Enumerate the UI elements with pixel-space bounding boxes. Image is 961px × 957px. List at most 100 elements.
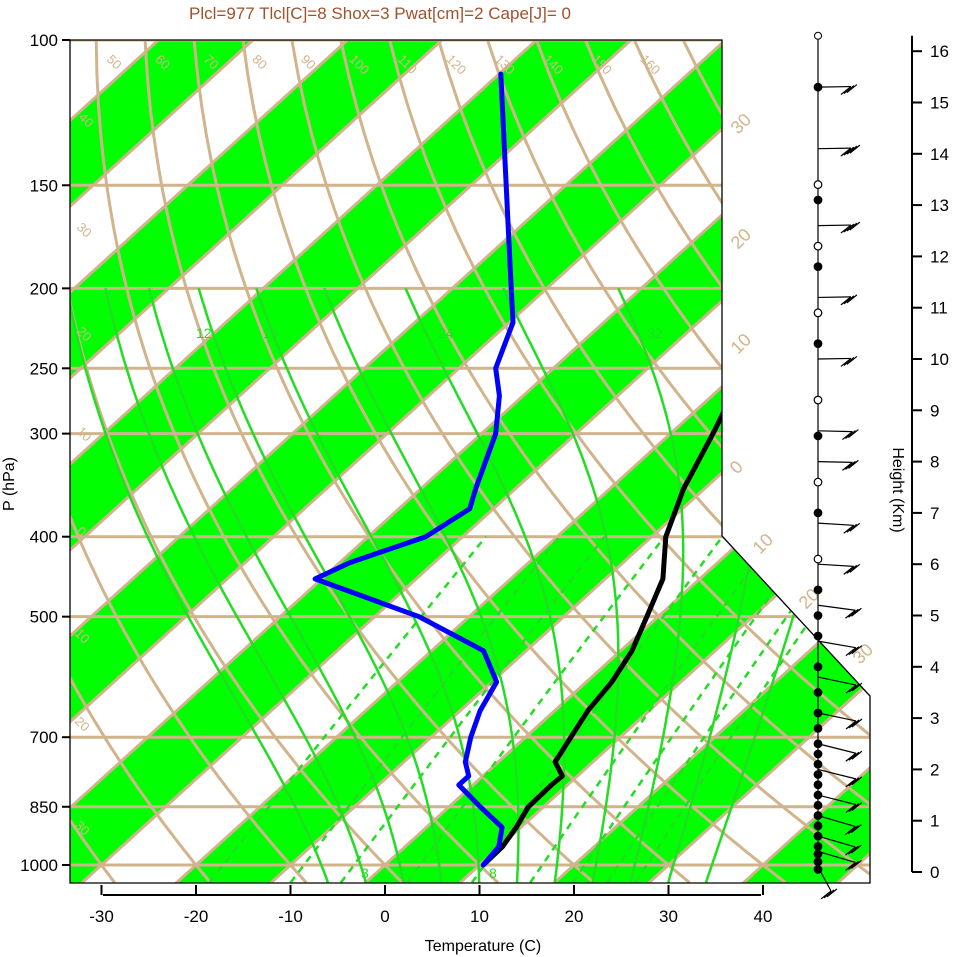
wind-barb-flag [846, 222, 858, 232]
wind-barb-flag [849, 563, 861, 573]
wind-barb-flag [848, 646, 860, 656]
height-tick-label: 6 [930, 555, 939, 574]
mixing-ratio-label: 32 [647, 325, 663, 341]
x-tick-label: 0 [380, 907, 389, 926]
wind-barb-flag [845, 609, 856, 619]
wind-marker [813, 631, 823, 641]
mixing-ratio-line [289, 535, 561, 883]
wind-barb-flag [845, 826, 856, 836]
wind-marker [813, 723, 823, 733]
wind-barb-flag [851, 645, 863, 655]
wind-barb-flag [843, 223, 855, 233]
wind-barb-flag [849, 144, 861, 154]
wind-barb-shaft [817, 794, 857, 806]
wind-barb-shaft [817, 712, 857, 722]
wind-barb-flag [842, 431, 853, 441]
wind-marker-open [813, 308, 823, 318]
wind-marker-open [813, 477, 823, 487]
wind-barb-flag [845, 778, 857, 788]
mixing-ratio-label: 3 [361, 865, 369, 881]
isotherm-line [0, 0, 14, 900]
wind-profile [813, 31, 863, 900]
mixing-ratio-line [470, 535, 724, 883]
wind-marker [813, 780, 823, 790]
wind-marker [813, 770, 823, 779]
wind-marker-open [813, 241, 823, 251]
wind-barb-shaft [817, 224, 851, 227]
wind-barb-flag [848, 751, 860, 761]
wind-barb-flag [845, 684, 857, 694]
wind-barb [817, 459, 859, 471]
wind-barb-shaft [817, 430, 853, 433]
height-tick-label: 11 [930, 299, 948, 318]
wind-marker [813, 662, 823, 672]
wind-barb [817, 221, 861, 234]
height-tick-label: 5 [930, 607, 939, 626]
wind-barb [817, 294, 858, 306]
isotherm-label: 80 [249, 52, 270, 73]
height-tick-label: 16 [930, 42, 949, 61]
x-tick-label: 30 [659, 907, 678, 926]
isotherm-band [70, 40, 675, 883]
wind-barb-shaft [817, 640, 856, 649]
wind-barb-flag [843, 85, 855, 95]
wind-barb-shaft [817, 461, 853, 463]
x-tick-label: 10 [470, 907, 489, 926]
wind-marker [813, 841, 823, 851]
wind-barb-flag [845, 720, 857, 730]
dry-adiabat-line [807, 40, 870, 883]
wind-barb [817, 355, 858, 367]
wind-barb-flag [840, 147, 852, 157]
wind-barb [817, 676, 863, 694]
wind-barb-flag [851, 859, 862, 869]
height-tick-label: 10 [930, 350, 949, 369]
wind-barb [817, 768, 863, 788]
isotherm-label: 10 [727, 330, 755, 358]
dry-adiabat-line [70, 40, 116, 883]
wind-barb [817, 563, 861, 575]
wind-barb-flag [843, 565, 855, 575]
wind-barb-flag [848, 459, 859, 469]
wind-marker-open [813, 554, 823, 564]
wind-barb-shaft [817, 296, 851, 299]
wind-marker-open [813, 180, 823, 189]
wind-barb [817, 850, 862, 871]
wind-barb-flag [846, 355, 858, 365]
height-tick-label: 15 [930, 94, 949, 113]
wind-marker-open [813, 395, 823, 405]
moist-adiabat-line [70, 288, 330, 883]
wind-marker [813, 585, 823, 595]
isotherm-label: 20 [727, 225, 755, 253]
y-tick-label: 200 [30, 279, 58, 298]
dry-adiabat-line [142, 40, 595, 883]
mixing-ratio-line [339, 535, 606, 883]
wind-barb-flag [845, 846, 856, 856]
pressure-axis: 100 150 200 250 300 400 500 700 850 1000 [20, 31, 70, 875]
wind-barb-shaft [817, 604, 856, 611]
y-tick-label: 300 [30, 425, 58, 444]
dry-adiabat-line [94, 40, 499, 883]
wind-barb-shaft [817, 85, 851, 88]
wind-barb-flag [845, 861, 856, 871]
wind-marker [813, 849, 823, 859]
wind-barb-shaft [817, 676, 857, 686]
wind-barb [817, 835, 862, 856]
wind-barb-flag [846, 564, 858, 574]
wind-barb-flag [848, 719, 860, 729]
moist-adiabat-lines [70, 287, 859, 883]
x-tick-label: -10 [278, 907, 303, 926]
isotherm-line [70, 40, 866, 883]
wind-barb-shaft [817, 743, 857, 754]
mixing-ratio-line [208, 535, 487, 883]
wind-barb [817, 743, 863, 762]
dry-adiabat-line [237, 40, 787, 883]
y-tick-label: 250 [30, 359, 58, 378]
wind-barb-flag [842, 461, 853, 471]
wind-barb-flag [851, 844, 862, 854]
wind-barb-flag [845, 647, 857, 657]
wind-barb-flag [848, 825, 859, 835]
height-tick-label: 3 [930, 709, 939, 728]
wind-marker [813, 857, 823, 867]
wind-barb-flag [820, 890, 832, 900]
isotherm-line [70, 40, 488, 883]
